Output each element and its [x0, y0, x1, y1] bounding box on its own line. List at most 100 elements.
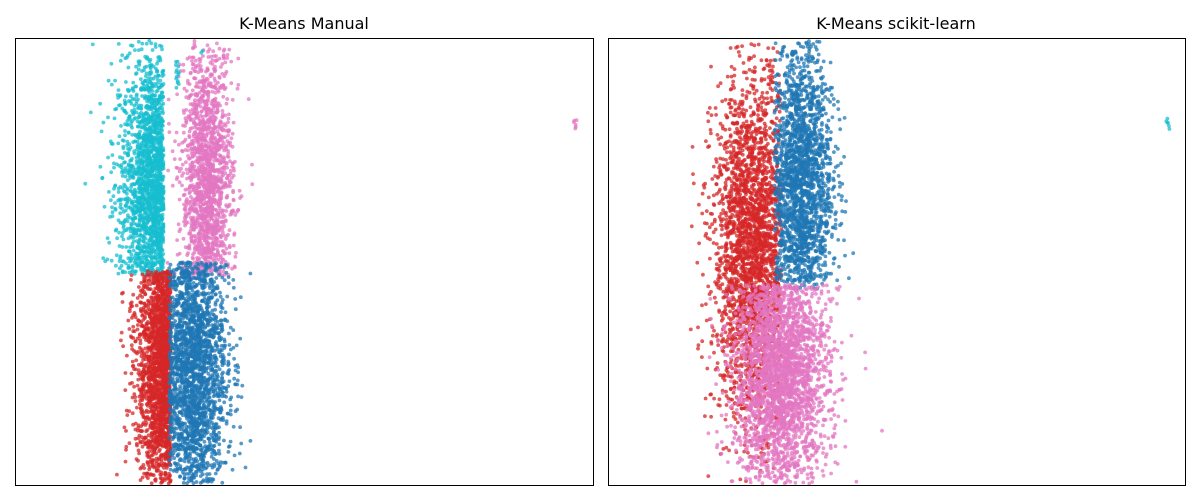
scatter-point	[203, 234, 208, 239]
scatter-point	[106, 115, 110, 120]
scatter-point	[151, 145, 156, 150]
scatter-point	[161, 148, 166, 153]
scatter-point	[158, 58, 163, 63]
scatter-point	[190, 255, 195, 260]
scatter-point	[157, 150, 162, 155]
scatter-point	[141, 330, 146, 334]
scatter-point	[207, 47, 212, 52]
scatter-point	[144, 71, 149, 76]
scatter-point	[139, 47, 144, 52]
scatter-point	[176, 222, 181, 227]
scatter-point	[154, 261, 159, 265]
scatter-point	[194, 113, 198, 117]
scatter-point	[113, 78, 117, 83]
scatter-point	[214, 58, 219, 63]
scatter-point	[158, 94, 163, 99]
scatter-point	[233, 213, 238, 217]
scatter-point	[175, 166, 180, 171]
scatter-point	[201, 94, 205, 99]
scatter-point	[206, 245, 211, 250]
scatter-point	[152, 94, 157, 98]
scatter-point	[206, 127, 211, 132]
scatter-point	[189, 178, 194, 183]
scatter-point	[196, 155, 200, 160]
scatter-point	[205, 185, 210, 190]
scatter-point	[135, 383, 140, 388]
scatter-point	[150, 101, 155, 106]
scatter-point	[135, 323, 140, 327]
scatter-point	[148, 255, 153, 259]
scatter-point	[156, 131, 161, 136]
scatter-point	[189, 237, 194, 242]
scatter-point	[233, 265, 237, 270]
scatter-point	[153, 173, 158, 178]
scatter-point	[131, 80, 136, 85]
scatter-point	[124, 447, 128, 452]
scatter-point	[201, 117, 206, 122]
scatter-point	[117, 230, 121, 235]
scatter-point	[181, 236, 186, 241]
scatter-point	[192, 76, 197, 80]
scatter-point	[129, 252, 134, 257]
scatter-point	[134, 251, 139, 256]
scatter-point	[223, 71, 228, 76]
scatter-point	[148, 207, 152, 212]
scatter-point	[135, 327, 140, 332]
scatter-point	[225, 176, 230, 181]
scatter-point	[136, 166, 141, 171]
scatter-point	[132, 97, 137, 101]
scatter-point	[127, 409, 132, 413]
scatter-point	[132, 149, 137, 154]
scatter-point	[212, 97, 216, 102]
scatter-point	[151, 64, 156, 69]
scatter-point	[160, 136, 165, 140]
scatter-point	[156, 182, 161, 187]
scatter-point	[132, 384, 137, 389]
scatter-point	[131, 324, 136, 329]
scatter-point	[178, 227, 183, 232]
scatter-point	[117, 259, 122, 263]
scatter-point	[139, 363, 143, 367]
scatter-point	[133, 204, 138, 208]
scatter-point	[192, 171, 197, 176]
scatter-point	[175, 175, 180, 180]
scatter-point	[213, 83, 218, 87]
scatter-point	[148, 184, 152, 188]
scatter-point	[218, 136, 223, 141]
scatter-point	[152, 233, 157, 238]
scatter-point	[148, 248, 153, 253]
scatter-point	[170, 183, 175, 188]
scatter-point	[188, 231, 193, 236]
scatter-point	[114, 106, 119, 111]
scatter-point	[196, 257, 200, 262]
scatter-point	[167, 121, 171, 126]
scatter-point	[222, 167, 227, 172]
scatter-point	[187, 243, 192, 248]
scatter-point	[160, 163, 165, 168]
panel-kmeans-manual: K-Means Manual	[15, 14, 594, 486]
scatter-point	[125, 122, 130, 127]
scatter-point	[201, 74, 205, 79]
scatter-point	[140, 193, 145, 198]
scatter-point	[131, 211, 136, 215]
scatter-point	[123, 270, 128, 274]
scatter-point	[122, 189, 126, 194]
scatter-point	[198, 113, 203, 118]
scatter-point	[147, 94, 152, 99]
scatter-point	[206, 140, 211, 145]
scatter-point	[236, 208, 241, 212]
scatter-point	[190, 206, 195, 211]
scatter-point	[140, 69, 144, 73]
scatter-point	[221, 54, 226, 59]
scatter-point	[136, 151, 141, 156]
scatter-point	[161, 101, 166, 106]
scatter-point	[120, 174, 125, 178]
scatter-point	[183, 218, 188, 222]
scatter-point	[215, 41, 219, 46]
scatter-point	[180, 183, 184, 188]
scatter-point	[166, 442, 171, 447]
scatter-point	[131, 292, 136, 297]
scatter-point	[136, 209, 141, 214]
scatter-point	[146, 455, 151, 459]
scatter-point	[124, 80, 128, 84]
